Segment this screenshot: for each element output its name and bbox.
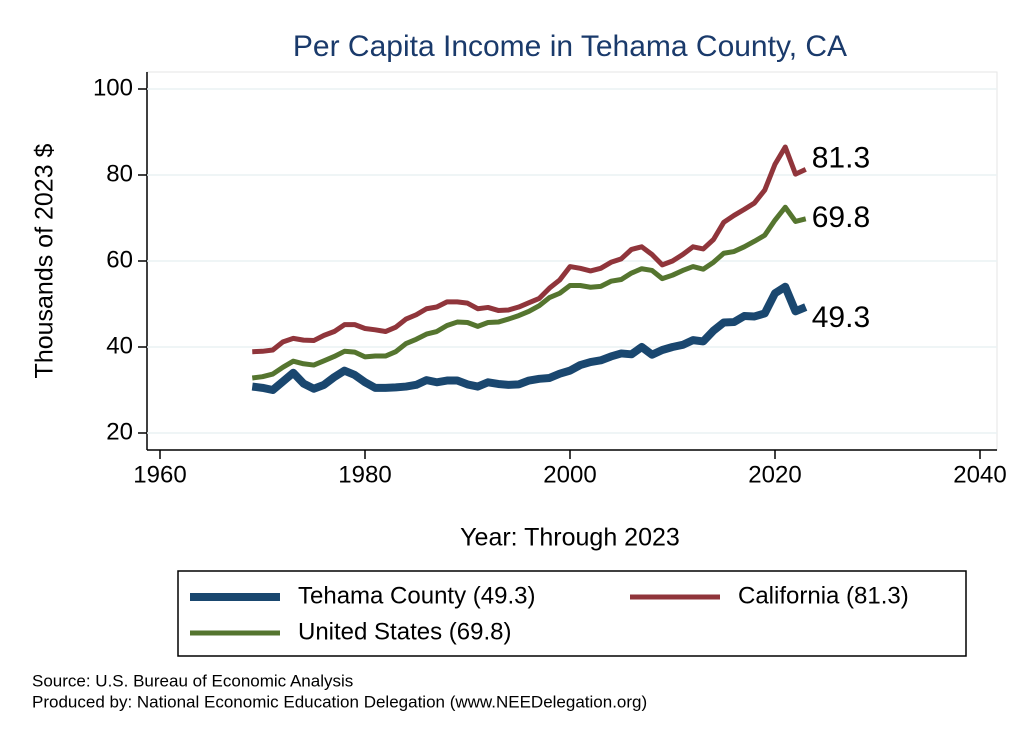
- x-tick-label: 1980: [338, 461, 391, 488]
- series-line: [251, 204, 807, 381]
- legend-label: United States (69.8): [298, 618, 511, 645]
- source-note: Source: U.S. Bureau of Economic Analysis: [32, 671, 353, 690]
- y-tick-label: 40: [106, 332, 133, 359]
- x-tick-label: 2000: [543, 461, 596, 488]
- end-value-label: 81.3: [812, 141, 870, 174]
- series-line: [251, 282, 808, 394]
- y-axis-label: Thousands of 2023 $: [31, 143, 59, 378]
- legend: [177, 570, 967, 657]
- x-axis-label: Year: Through 2023: [460, 524, 680, 552]
- end-value-label: 69.8: [812, 201, 870, 234]
- y-tick-label: 80: [106, 160, 133, 187]
- y-tick-label: 100: [93, 74, 133, 101]
- chart-title: Per Capita Income in Tehama County, CA: [293, 30, 847, 63]
- x-tick-label: 1960: [133, 461, 186, 488]
- y-tick-label: 60: [106, 246, 133, 273]
- legend-label: California (81.3): [738, 582, 909, 609]
- series-line: [252, 144, 807, 355]
- legend-label: Tehama County (49.3): [298, 582, 535, 609]
- producer-note: Produced by: National Economic Education…: [32, 692, 647, 711]
- x-tick-label: 2040: [953, 461, 1006, 488]
- end-value-label: 49.3: [812, 301, 870, 334]
- y-tick-label: 20: [106, 418, 133, 445]
- x-tick-label: 2020: [748, 461, 801, 488]
